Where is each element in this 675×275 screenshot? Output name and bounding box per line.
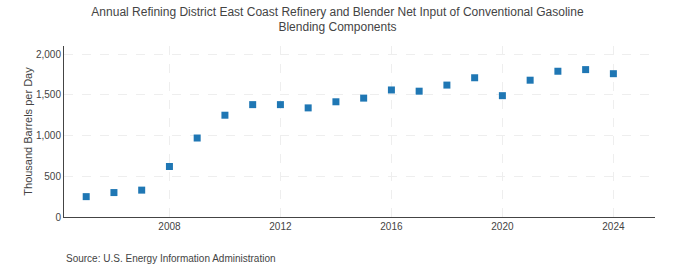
svg-text:Source: U.S. Energy Informatio: Source: U.S. Energy Information Administ… [66,253,276,264]
svg-text:2024: 2024 [602,221,625,232]
svg-text:500: 500 [44,171,61,182]
svg-text:1,500: 1,500 [36,89,61,100]
svg-text:2012: 2012 [269,221,292,232]
svg-text:Annual Refining District East: Annual Refining District East Coast Refi… [91,5,584,35]
svg-text:1,000: 1,000 [36,130,61,141]
svg-text:Thousand Barrels per Day: Thousand Barrels per Day [22,67,34,196]
svg-text:2020: 2020 [491,221,514,232]
svg-text:2,000: 2,000 [36,49,61,60]
svg-text:2016: 2016 [380,221,403,232]
svg-text:0: 0 [55,212,61,223]
svg-text:2008: 2008 [158,221,181,232]
